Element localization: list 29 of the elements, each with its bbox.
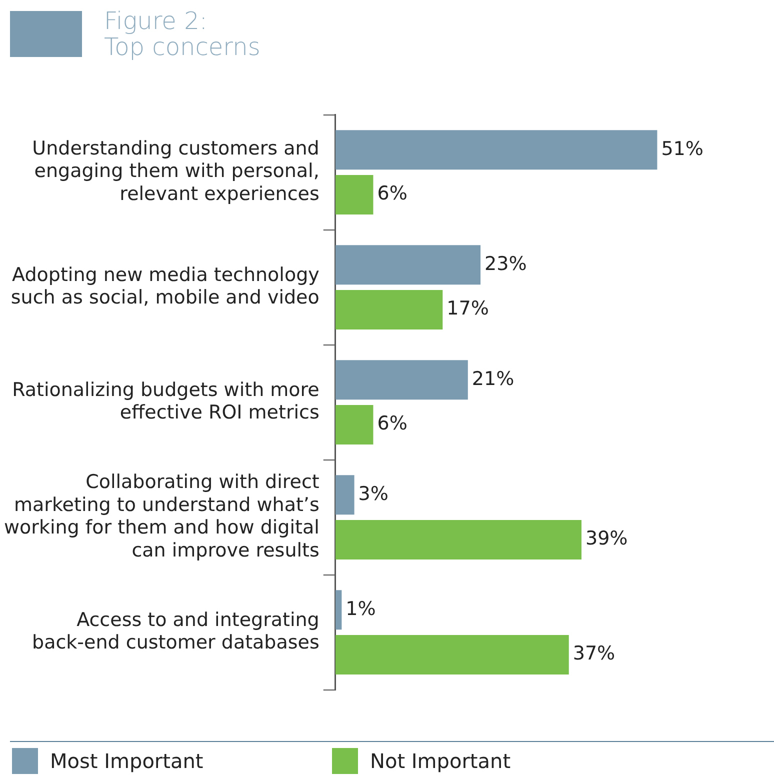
data-label: 23% xyxy=(484,252,527,275)
bar xyxy=(335,404,374,444)
bar xyxy=(335,290,443,330)
y-tick-label: Collaborating with direct marketing to understand what’s working for them and how digital can improve results xyxy=(4,471,320,562)
data-label: 51% xyxy=(661,138,704,160)
y-tick-label: Access to and integrating back-end customer databases xyxy=(32,608,320,654)
y-tick-label: Rationalizing budgets with more effective ROI metrics xyxy=(12,378,320,424)
bar xyxy=(335,520,582,560)
data-label: 6% xyxy=(377,182,408,205)
y-tick-label: Understanding customers and engaging them with personal, relevant experiences xyxy=(32,137,320,206)
data-label: 6% xyxy=(377,412,408,435)
data-label: 21% xyxy=(472,368,514,390)
bar xyxy=(335,245,481,285)
bar xyxy=(335,174,374,214)
data-label: 3% xyxy=(358,482,388,505)
bar xyxy=(335,130,658,170)
bar xyxy=(335,590,342,630)
data-label: 1% xyxy=(346,598,376,620)
bar xyxy=(335,634,569,674)
legend-label: Most Important xyxy=(50,749,204,773)
data-label: 37% xyxy=(572,642,616,665)
chart-subtitle: Top concerns xyxy=(104,33,260,61)
y-tick-label: Adopting new media technology such as social, mobile and video xyxy=(10,264,320,309)
bar xyxy=(335,475,354,515)
chart-title: Figure 2: xyxy=(104,7,208,35)
data-label: 39% xyxy=(585,528,628,550)
bar xyxy=(335,360,468,400)
data-label: 17% xyxy=(446,298,489,320)
legend-label: Not Important xyxy=(370,749,511,773)
